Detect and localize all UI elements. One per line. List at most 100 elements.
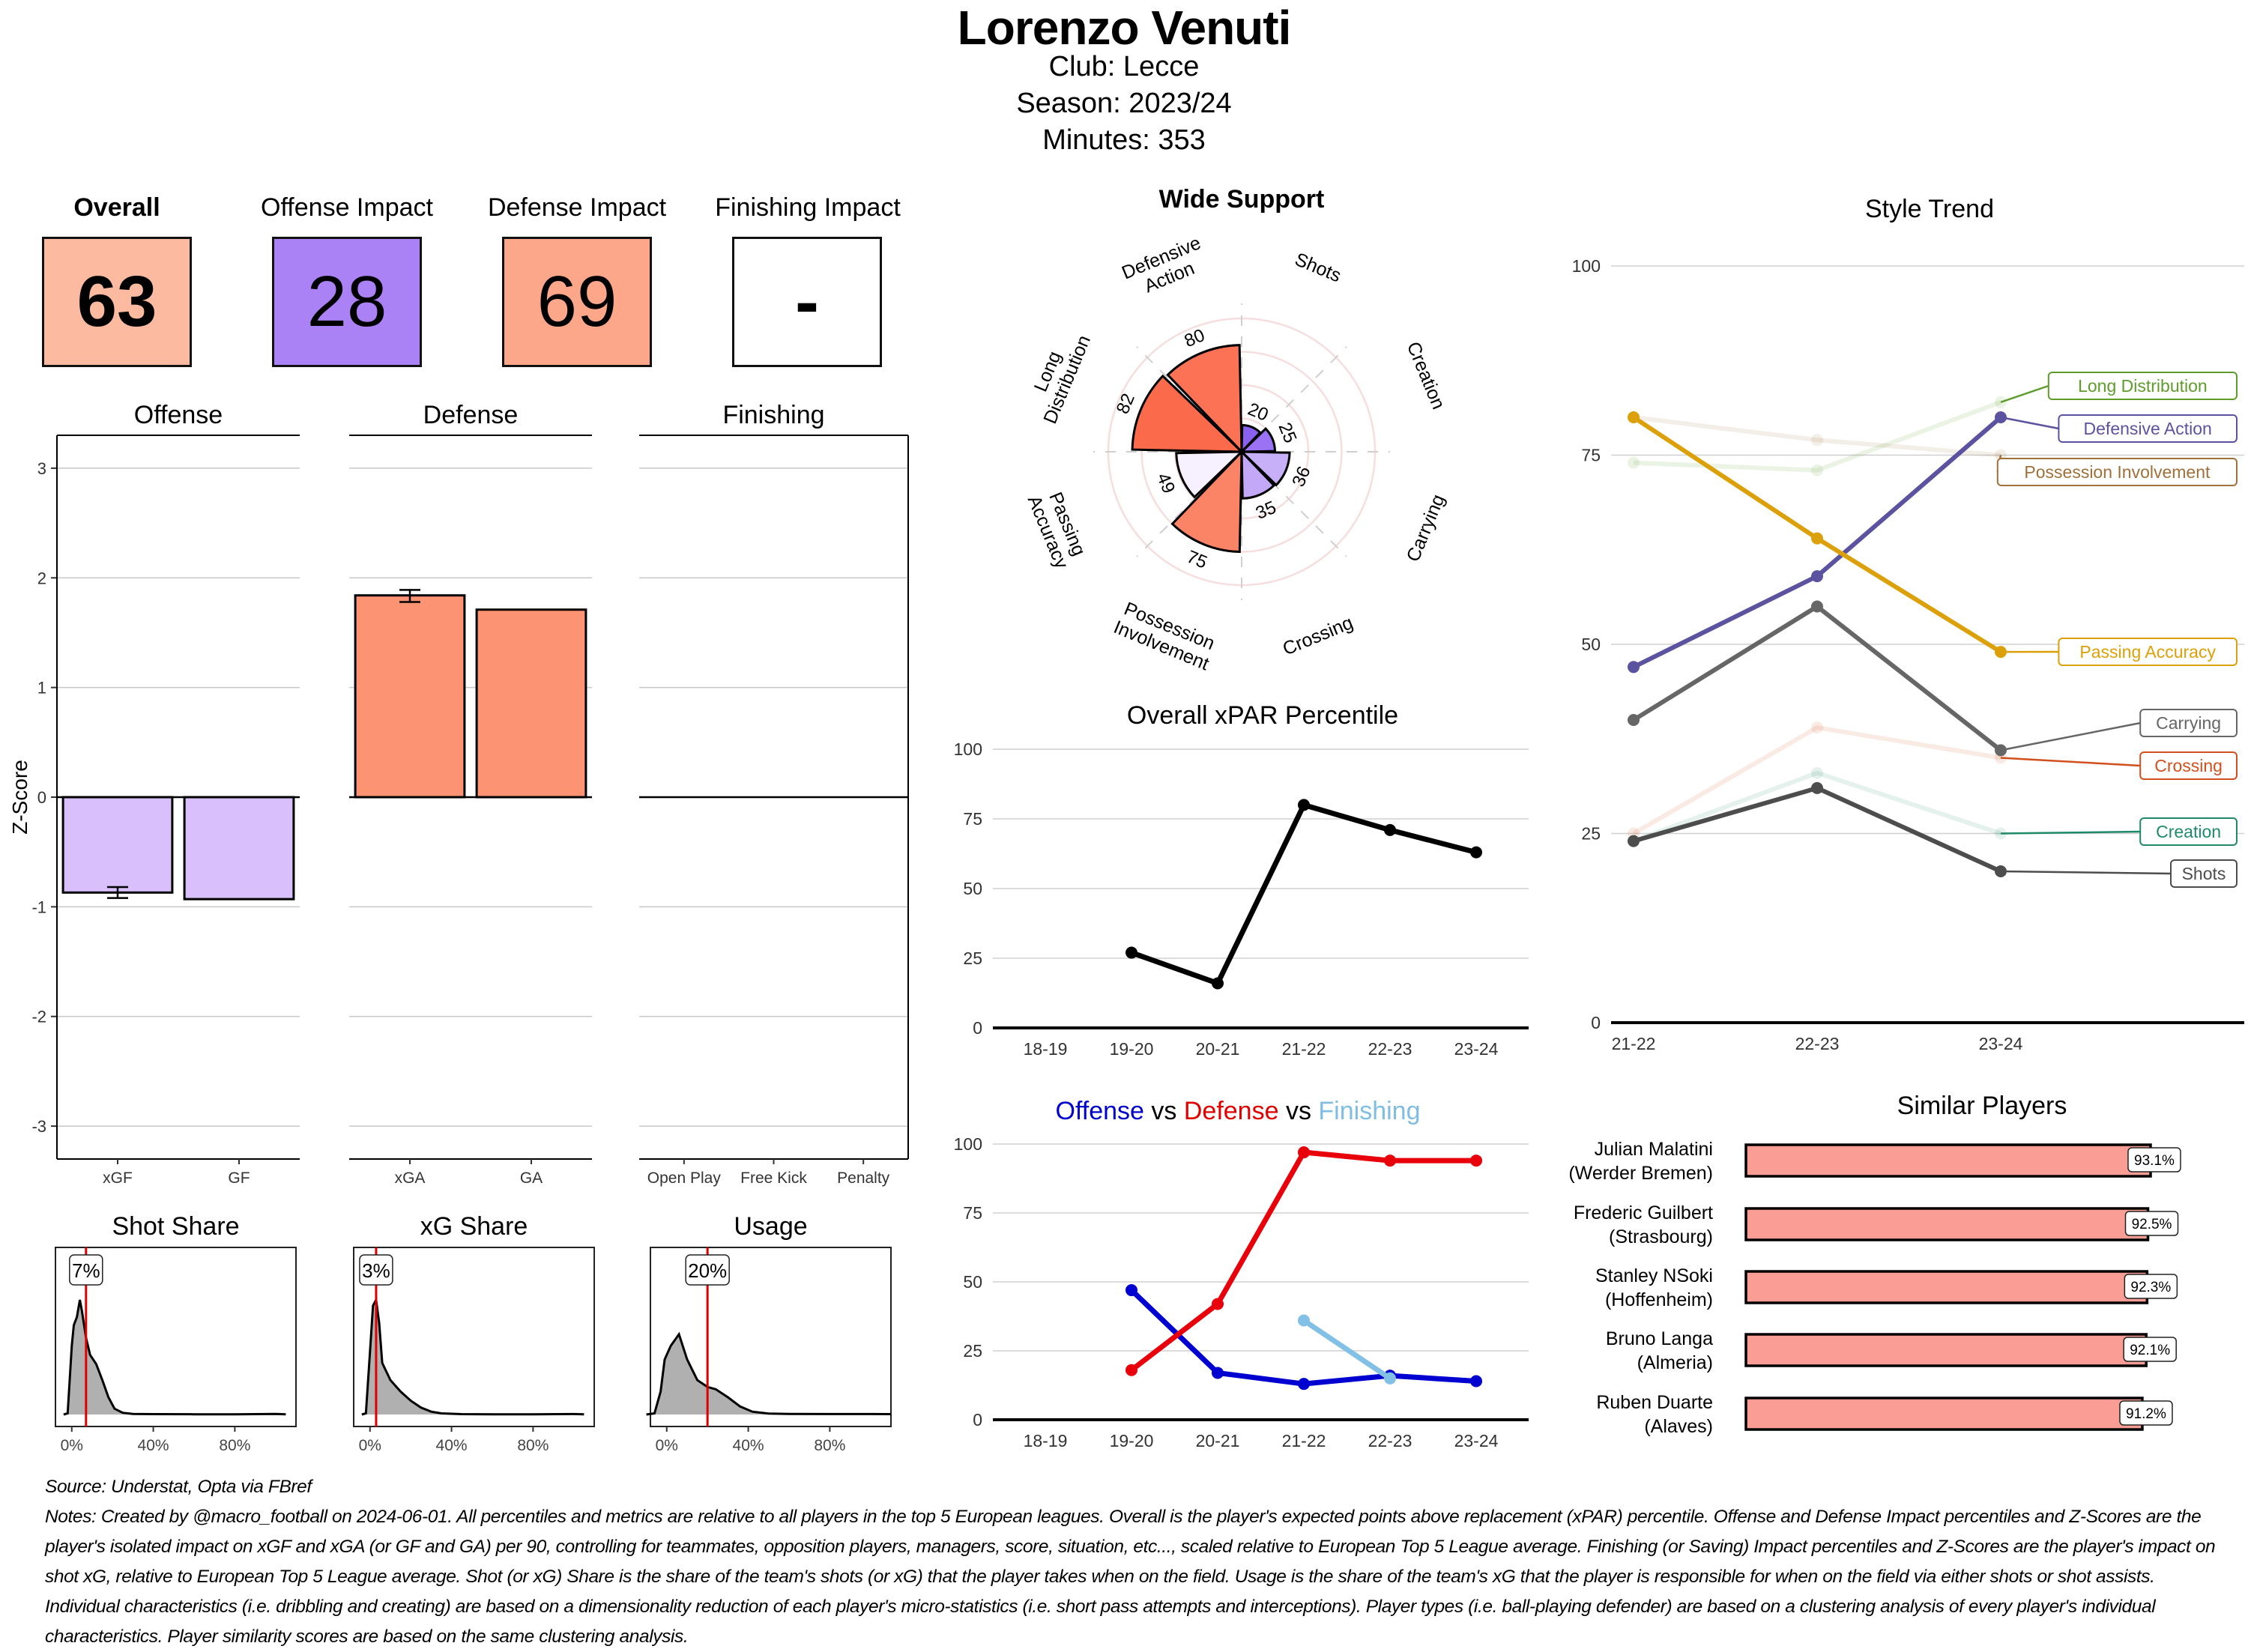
offdef-title: Offense vs Defense vs Finishing <box>1056 1097 1421 1125</box>
similarity-label: 93.1% <box>2134 1153 2175 1169</box>
player-name: Frederic Guilbert <box>1574 1202 1713 1223</box>
similarity-bar <box>1746 1145 2151 1176</box>
bar-xgf <box>63 797 172 892</box>
x-tick-label: GA <box>520 1170 543 1187</box>
y-tick-label: 25 <box>1581 824 1601 844</box>
player-club: (Hoffenheim) <box>1605 1289 1713 1310</box>
x-tick-label: 22-23 <box>1368 1039 1412 1059</box>
density-area <box>64 1300 286 1415</box>
series-label-carrying: Carrying <box>2156 713 2221 733</box>
series-label-defensive-action: Defensive Action <box>2084 419 2212 438</box>
y-tick-label: 75 <box>1581 446 1601 465</box>
y-tick-label: 0 <box>973 1018 982 1038</box>
data-point <box>1470 1375 1482 1387</box>
x-tick-label: 23-24 <box>1979 1034 2023 1053</box>
x-tick-label: 0% <box>61 1437 83 1454</box>
label-connector <box>2001 386 2049 402</box>
panel-title-defense: Defense <box>423 401 519 429</box>
marker-label: 20% <box>688 1259 727 1282</box>
x-tick-label: 0% <box>359 1437 381 1454</box>
player-name: Julian Malatini <box>1595 1139 1713 1160</box>
data-point <box>1384 1373 1396 1385</box>
polar-value-label: 25 <box>1274 420 1300 446</box>
data-point <box>1811 570 1823 582</box>
player-club: (Alaves) <box>1644 1416 1713 1437</box>
data-point <box>1628 835 1640 847</box>
data-point <box>1298 1315 1310 1327</box>
similarity-bar <box>1746 1208 2148 1240</box>
data-point <box>1125 1284 1137 1296</box>
x-tick-label: 20-21 <box>1196 1039 1240 1059</box>
y-tick-label: 3 <box>37 459 46 478</box>
y-tick-label: 25 <box>963 948 982 968</box>
player-name: Bruno Langa <box>1606 1328 1713 1349</box>
y-tick-label: -3 <box>31 1117 46 1136</box>
similarity-bar <box>1746 1271 2147 1303</box>
panel-title-xg-share: xG Share <box>420 1212 528 1241</box>
data-point <box>1811 782 1823 794</box>
x-tick-label: 22-23 <box>1368 1431 1412 1450</box>
y-tick-label: 0 <box>973 1410 982 1429</box>
y-tick-label: -1 <box>31 898 46 916</box>
y-tick-label: 100 <box>1572 256 1601 276</box>
label-connector <box>2001 758 2140 766</box>
y-tick-label: -2 <box>31 1008 46 1026</box>
y-tick-label: 75 <box>963 809 982 829</box>
polar-category-label: PassingAccuracy <box>1024 485 1092 572</box>
x-tick-label: 21-22 <box>1282 1039 1326 1059</box>
x-tick-label: Open Play <box>647 1170 722 1187</box>
title-part-vs: vs <box>1144 1097 1176 1125</box>
polar-value-label: 36 <box>1288 464 1314 490</box>
data-point <box>1811 601 1823 613</box>
series-line-offense <box>1131 1290 1476 1384</box>
y-tick-label: 50 <box>963 879 982 898</box>
data-point <box>1811 533 1823 545</box>
series-line-finishing <box>1304 1321 1390 1379</box>
x-tick-label: 20-21 <box>1196 1431 1240 1450</box>
polar-value-label: 20 <box>1245 399 1271 426</box>
y-tick-label: 50 <box>963 1272 982 1292</box>
series-label-crossing: Crossing <box>2154 756 2223 775</box>
polar-value-label: 49 <box>1152 470 1179 496</box>
data-point <box>1811 767 1823 779</box>
label-connector <box>2001 417 2058 429</box>
data-point <box>1628 411 1640 423</box>
data-point <box>1811 721 1823 733</box>
x-tick-label: 19-20 <box>1110 1039 1154 1059</box>
polar-value-label: 35 <box>1253 497 1279 524</box>
y-tick-label: 50 <box>1581 635 1601 654</box>
x-tick-label: 40% <box>733 1437 764 1454</box>
data-point <box>1298 799 1310 811</box>
density-area <box>362 1300 584 1415</box>
polar-category-label: LongDistribution <box>1020 324 1095 427</box>
polar-chart: Wide Support20Shots25Creation36Carrying3… <box>1020 185 1448 674</box>
series-line-xpar <box>1131 805 1476 983</box>
similarity-bar <box>1746 1334 2146 1366</box>
data-point <box>1628 714 1640 726</box>
similarity-label: 92.3% <box>2130 1280 2171 1295</box>
x-tick-label: 22-23 <box>1795 1034 1840 1053</box>
x-tick-label: 18-19 <box>1024 1431 1068 1450</box>
label-connector <box>2001 871 2171 874</box>
x-tick-label: 80% <box>219 1437 250 1454</box>
series-label-possession-involvement: Possession Involvement <box>2024 462 2211 482</box>
series-label-long-distribution: Long Distribution <box>2078 376 2208 396</box>
series-label-creation: Creation <box>2156 822 2221 841</box>
polar-category-label-line: Shots <box>1292 249 1344 286</box>
polar-category-label: DefensiveAction <box>1119 232 1212 303</box>
similarity-label: 91.2% <box>2126 1406 2166 1422</box>
similarity-bar <box>1746 1398 2142 1429</box>
series-label-passing-accuracy: Passing Accuracy <box>2079 642 2216 662</box>
player-club: (Almeria) <box>1637 1352 1713 1373</box>
y-tick-label: 75 <box>963 1203 982 1223</box>
y-tick-label: 100 <box>954 1134 982 1154</box>
data-point <box>1384 1155 1396 1167</box>
similar-title: Similar Players <box>1897 1092 2067 1120</box>
data-point <box>1470 847 1482 859</box>
style-title: Style Trend <box>1865 195 1994 223</box>
x-tick-label: 18-19 <box>1024 1039 1068 1059</box>
